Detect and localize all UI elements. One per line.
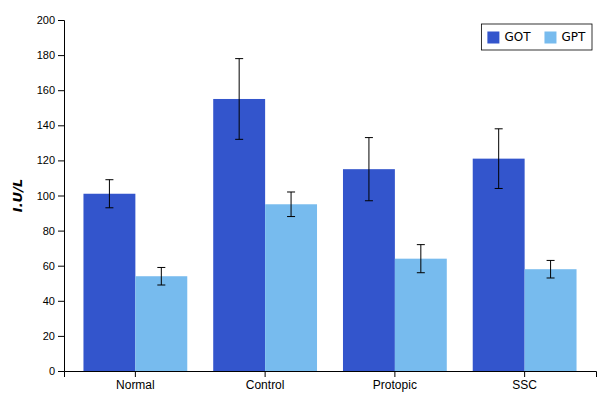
x-tick: Protopic (373, 371, 417, 392)
bar-series (135, 192, 576, 371)
x-tick: Normal (116, 371, 155, 392)
y-tick-mark (58, 266, 64, 267)
y-tick-mark (58, 160, 64, 161)
y-tick-label: 160 (37, 84, 55, 96)
y-tick: 80 (43, 225, 64, 237)
x-axis-line (65, 372, 597, 378)
legend-item: GOT (487, 30, 531, 44)
y-tick: 40 (43, 295, 64, 307)
error-bar (547, 260, 555, 278)
y-axis: 0 20 40 60 80 100 120 140 160 180 200 (37, 14, 65, 377)
y-tick-label: 60 (43, 260, 55, 272)
y-tick-mark (58, 196, 64, 197)
x-tick-mark (265, 371, 266, 377)
bar (265, 204, 317, 371)
x-tick-mark (394, 371, 395, 377)
x-tick: Control (246, 371, 285, 392)
x-tick-mark (524, 371, 525, 377)
bar (473, 159, 525, 371)
y-tick-label: 40 (43, 295, 55, 307)
y-tick: 180 (37, 49, 64, 61)
y-axis-title: I.U/L (10, 179, 25, 212)
legend-swatch (487, 32, 499, 44)
bar (525, 269, 577, 371)
error-bar (287, 192, 295, 217)
marks (83, 59, 576, 371)
x-tick: SSC (512, 371, 537, 392)
bar (83, 194, 135, 371)
error-bar (495, 129, 503, 189)
y-tick-label: 0 (49, 365, 55, 377)
y-axis-line (58, 21, 65, 372)
bar-series (83, 59, 524, 371)
legend-label: GPT (561, 30, 586, 44)
y-tick: 20 (43, 330, 64, 342)
legend-item: GPT (544, 30, 586, 44)
y-tick-mark (58, 125, 64, 126)
y-tick-label: 180 (37, 49, 55, 61)
y-tick: 60 (43, 260, 64, 272)
chart-svg: Normal Control Protopic SSC 0 20 40 60 80 100 120 1… (0, 0, 616, 411)
legend-label: GOT (504, 30, 531, 44)
y-tick-label: 20 (43, 330, 55, 342)
y-tick: 120 (37, 154, 64, 166)
legend: GOT GPT (481, 24, 592, 50)
error-bar (105, 180, 113, 208)
chart-container: Normal Control Protopic SSC 0 20 40 60 80 100 120 1… (0, 0, 616, 411)
y-tick-mark (58, 55, 64, 56)
plot: Normal Control Protopic SSC 0 20 40 60 80 100 120 1… (37, 14, 597, 392)
y-tick-label: 80 (43, 225, 55, 237)
x-tick-label: Control (246, 378, 285, 392)
legend-swatch (544, 32, 556, 44)
y-tick-label: 140 (37, 119, 55, 131)
legend-items: GOT GPT (487, 30, 586, 44)
x-tick-mark (135, 371, 136, 377)
y-tick: 140 (37, 119, 64, 131)
error-bar (235, 59, 243, 140)
legend-box (481, 24, 592, 50)
error-bar (365, 138, 373, 201)
error-bar (417, 245, 425, 273)
bar (395, 259, 447, 371)
y-tick-mark (58, 301, 64, 302)
y-tick: 100 (37, 190, 64, 202)
y-tick-label: 100 (37, 190, 55, 202)
x-tick-label: Normal (116, 378, 155, 392)
x-tick-label: SSC (512, 378, 537, 392)
y-tick: 0 (49, 365, 64, 377)
bar (135, 276, 187, 371)
x-axis: Normal Control Protopic SSC (65, 371, 597, 392)
y-tick-mark (58, 90, 64, 91)
y-tick-mark (58, 20, 64, 21)
y-tick: 200 (37, 14, 64, 26)
y-tick-label: 120 (37, 154, 55, 166)
y-tick: 160 (37, 84, 64, 96)
y-tick-label: 200 (37, 14, 55, 26)
y-tick-mark (58, 336, 64, 337)
error-bar (157, 267, 165, 285)
y-tick-mark (58, 231, 64, 232)
x-tick-label: Protopic (373, 378, 417, 392)
y-tick-mark (58, 371, 64, 372)
